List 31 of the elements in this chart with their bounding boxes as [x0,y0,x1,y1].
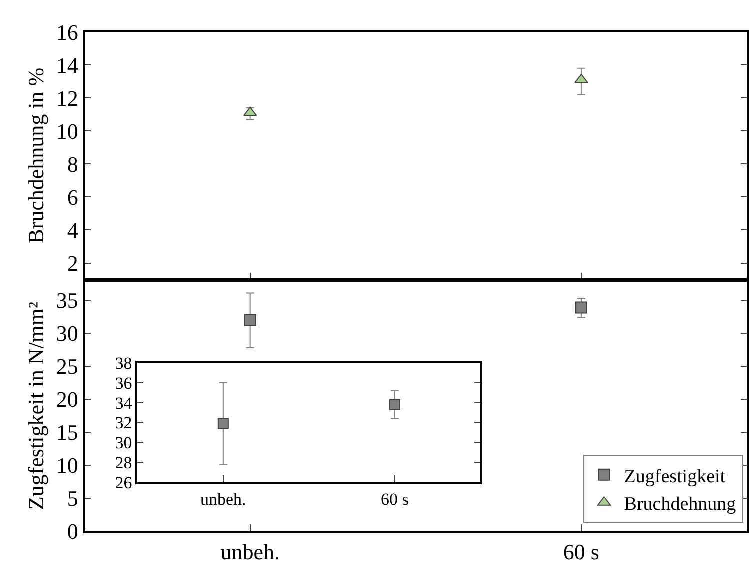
y-tick-label: 26 [115,473,132,492]
y-tick-label: 6 [67,184,78,210]
y-tick-label: 16 [56,20,78,45]
x-tick-label: 60 s [563,540,600,565]
y-tick-label: 36 [115,374,132,393]
x-tick-label: unbeh. [200,490,246,509]
y-tick-label: 12 [56,86,78,111]
y-tick-label: 32 [115,414,132,433]
y-tick-label: 2 [67,250,78,276]
y-tick-label: 28 [115,454,132,473]
y-tick-label: 0 [67,518,78,544]
y-tick-label: 15 [56,420,78,446]
y-axis-title: Zugfestigkeit in N/mm² [24,301,49,510]
y-tick-label: 8 [67,152,78,177]
y-tick-label: 20 [56,387,78,412]
legend-label: Zugfestigkeit [624,466,726,488]
y-tick-label: 4 [67,218,78,243]
y-tick-label: 30 [115,434,132,453]
x-tick-label: 60 s [381,490,409,509]
y-tick-label: 30 [56,321,78,346]
y-tick-label: 5 [67,486,78,511]
y-tick-label: 14 [56,52,78,78]
y-tick-label: 38 [115,354,132,373]
y-tick-label: 25 [56,354,78,380]
y-axis-title: Bruchdehnung in % [24,68,49,244]
y-tick-label: 10 [56,453,78,478]
y-tick-label: 35 [56,288,78,314]
y-tick-label: 10 [56,118,78,144]
legend-label: Bruchdehnung [624,494,737,516]
x-tick-label: unbeh. [220,540,280,565]
y-tick-label: 34 [115,394,133,413]
